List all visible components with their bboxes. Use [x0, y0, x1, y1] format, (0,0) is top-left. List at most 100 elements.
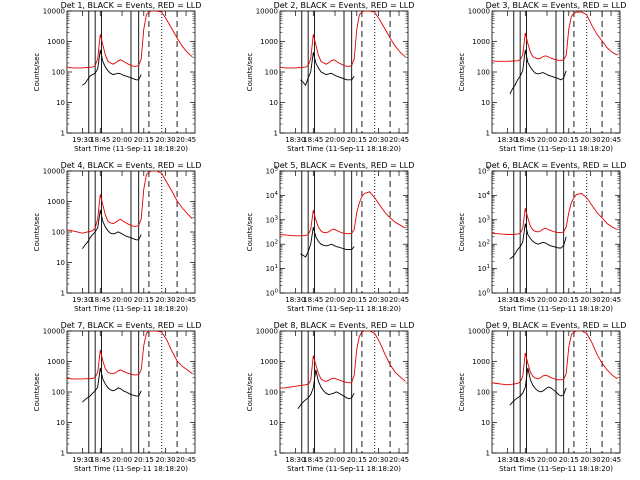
- y-tick-label: 100: [265, 69, 278, 77]
- y-tick-label: 104: [266, 191, 279, 200]
- chart-title: Det 4, BLACK = Events, RED = LLD: [61, 161, 202, 170]
- y-axis-label: Counts/sec: [246, 373, 254, 412]
- y-tick-label: 10: [481, 419, 490, 427]
- y-tick-label: 10: [56, 419, 65, 427]
- series-line-lld: [280, 191, 406, 237]
- x-tick-label: 18:30: [497, 136, 517, 144]
- y-tick-label: 1: [61, 130, 65, 138]
- x-tick-label: 20:45: [389, 296, 409, 304]
- x-tick-label: 18:45: [303, 136, 323, 144]
- x-axis-label: Start Time (11-Sep-11 18:18:20): [287, 145, 401, 153]
- y-tick-label: 1: [274, 450, 278, 458]
- x-tick-label: 20:15: [559, 136, 579, 144]
- y-tick-label: 1: [61, 450, 65, 458]
- x-tick-label: 20:45: [601, 456, 621, 464]
- x-tick-label: 18:30: [285, 296, 305, 304]
- series-line-events: [82, 49, 142, 86]
- chart-panel-det-9: Det 9, BLACK = Events, RED = LLD 1 10 100 10…: [458, 321, 626, 473]
- y-tick-label: 10000: [468, 328, 490, 336]
- y-tick-label: 100: [52, 229, 65, 237]
- x-axis-label: Start Time (11-Sep-11 18:18:20): [287, 305, 401, 313]
- x-tick-label: 19:30: [72, 456, 92, 464]
- y-tick-label: 1000: [47, 38, 65, 46]
- x-tick-label: 20:00: [325, 296, 345, 304]
- x-tick-label: 20:45: [389, 456, 409, 464]
- series-line-lld: [67, 331, 193, 380]
- chart-title: Det 5, BLACK = Events, RED = LLD: [274, 161, 415, 170]
- y-tick-label: 1000: [260, 358, 278, 366]
- chart-title: Det 3, BLACK = Events, RED = LLD: [486, 1, 627, 10]
- marker-lines: [88, 11, 178, 133]
- x-tick-label: 20:30: [368, 296, 388, 304]
- chart-panel-det-5: Det 5, BLACK = Events, RED = LLD 100 101 10…: [246, 161, 414, 313]
- y-tick-label: 100: [477, 69, 490, 77]
- y-tick-label: 10000: [468, 8, 490, 16]
- y-tick-label: 10: [56, 259, 65, 267]
- series-line-events: [509, 49, 567, 95]
- chart-panel-det-1: Det 1, BLACK = Events, RED = LLD 1 10 100 10…: [33, 1, 201, 153]
- y-tick-label: 1000: [47, 198, 65, 206]
- y-tick-label: 100: [266, 289, 279, 298]
- series-line-lld: [492, 193, 618, 235]
- x-tick-label: 20:00: [537, 456, 557, 464]
- chart-title: Det 7, BLACK = Events, RED = LLD: [61, 321, 202, 330]
- marker-lines: [301, 331, 391, 453]
- x-tick-label: 18:45: [303, 296, 323, 304]
- x-tick-label: 18:30: [497, 296, 517, 304]
- x-tick-label: 20:00: [325, 456, 345, 464]
- x-tick-label: 20:30: [368, 456, 388, 464]
- x-axis-label: Start Time (11-Sep-11 18:18:20): [499, 145, 613, 153]
- x-tick-label: 20:45: [176, 296, 196, 304]
- y-axis-label: Counts/sec: [246, 53, 254, 92]
- x-axis-label: Start Time (11-Sep-11 18:18:20): [74, 145, 188, 153]
- series-line-lld: [280, 11, 406, 69]
- y-tick-label: 10: [269, 419, 278, 427]
- x-tick-label: 20:45: [601, 296, 621, 304]
- x-tick-label: 18:45: [515, 136, 535, 144]
- x-tick-label: 18:45: [90, 296, 110, 304]
- x-tick-label: 20:30: [155, 296, 175, 304]
- y-tick-label: 100: [265, 389, 278, 397]
- y-tick-label: 10000: [256, 8, 278, 16]
- y-axis-label: Counts/sec: [33, 373, 41, 412]
- marker-lines: [513, 331, 603, 453]
- y-axis-label: Counts/sec: [246, 213, 254, 252]
- series-line-events: [509, 223, 567, 260]
- x-tick-label: 20:00: [112, 456, 132, 464]
- x-tick-label: 20:00: [537, 296, 557, 304]
- x-tick-label: 20:30: [155, 456, 175, 464]
- marker-lines: [88, 331, 178, 453]
- series-line-events: [300, 52, 355, 86]
- y-axis-label: Counts/sec: [458, 373, 466, 412]
- x-tick-label: 20:30: [580, 136, 600, 144]
- series-line-lld: [67, 11, 193, 69]
- x-tick-label: 20:00: [112, 136, 132, 144]
- chart-panel-det-3: Det 3, BLACK = Events, RED = LLD 1 10 100 10…: [458, 1, 626, 153]
- y-tick-label: 1000: [47, 358, 65, 366]
- chart-panel-det-6: Det 6, BLACK = Events, RED = LLD 100 101 10…: [458, 161, 626, 313]
- x-axis-label: Start Time (11-Sep-11 18:18:20): [74, 465, 188, 473]
- x-tick-label: 20:30: [580, 456, 600, 464]
- x-tick-label: 18:45: [90, 136, 110, 144]
- y-tick-label: 10000: [43, 328, 65, 336]
- x-tick-label: 18:45: [303, 456, 323, 464]
- x-tick-label: 20:45: [389, 136, 409, 144]
- chart-title: Det 1, BLACK = Events, RED = LLD: [61, 1, 202, 10]
- series-line-lld: [492, 331, 618, 386]
- y-axis-label: Counts/sec: [458, 213, 466, 252]
- y-tick-label: 1000: [472, 38, 490, 46]
- x-axis-label: Start Time (11-Sep-11 18:18:20): [499, 305, 613, 313]
- marker-lines: [513, 11, 603, 133]
- series-line-events: [82, 209, 142, 250]
- y-tick-label: 10000: [256, 328, 278, 336]
- x-tick-label: 19:30: [72, 136, 92, 144]
- chart-title: Det 2, BLACK = Events, RED = LLD: [274, 1, 415, 10]
- chart-title: Det 6, BLACK = Events, RED = LLD: [486, 161, 627, 170]
- series-line-lld: [67, 171, 193, 234]
- x-tick-label: 18:30: [497, 456, 517, 464]
- x-tick-label: 20:15: [347, 136, 367, 144]
- marker-lines: [301, 11, 391, 133]
- y-tick-label: 100: [52, 69, 65, 77]
- x-tick-label: 20:00: [537, 136, 557, 144]
